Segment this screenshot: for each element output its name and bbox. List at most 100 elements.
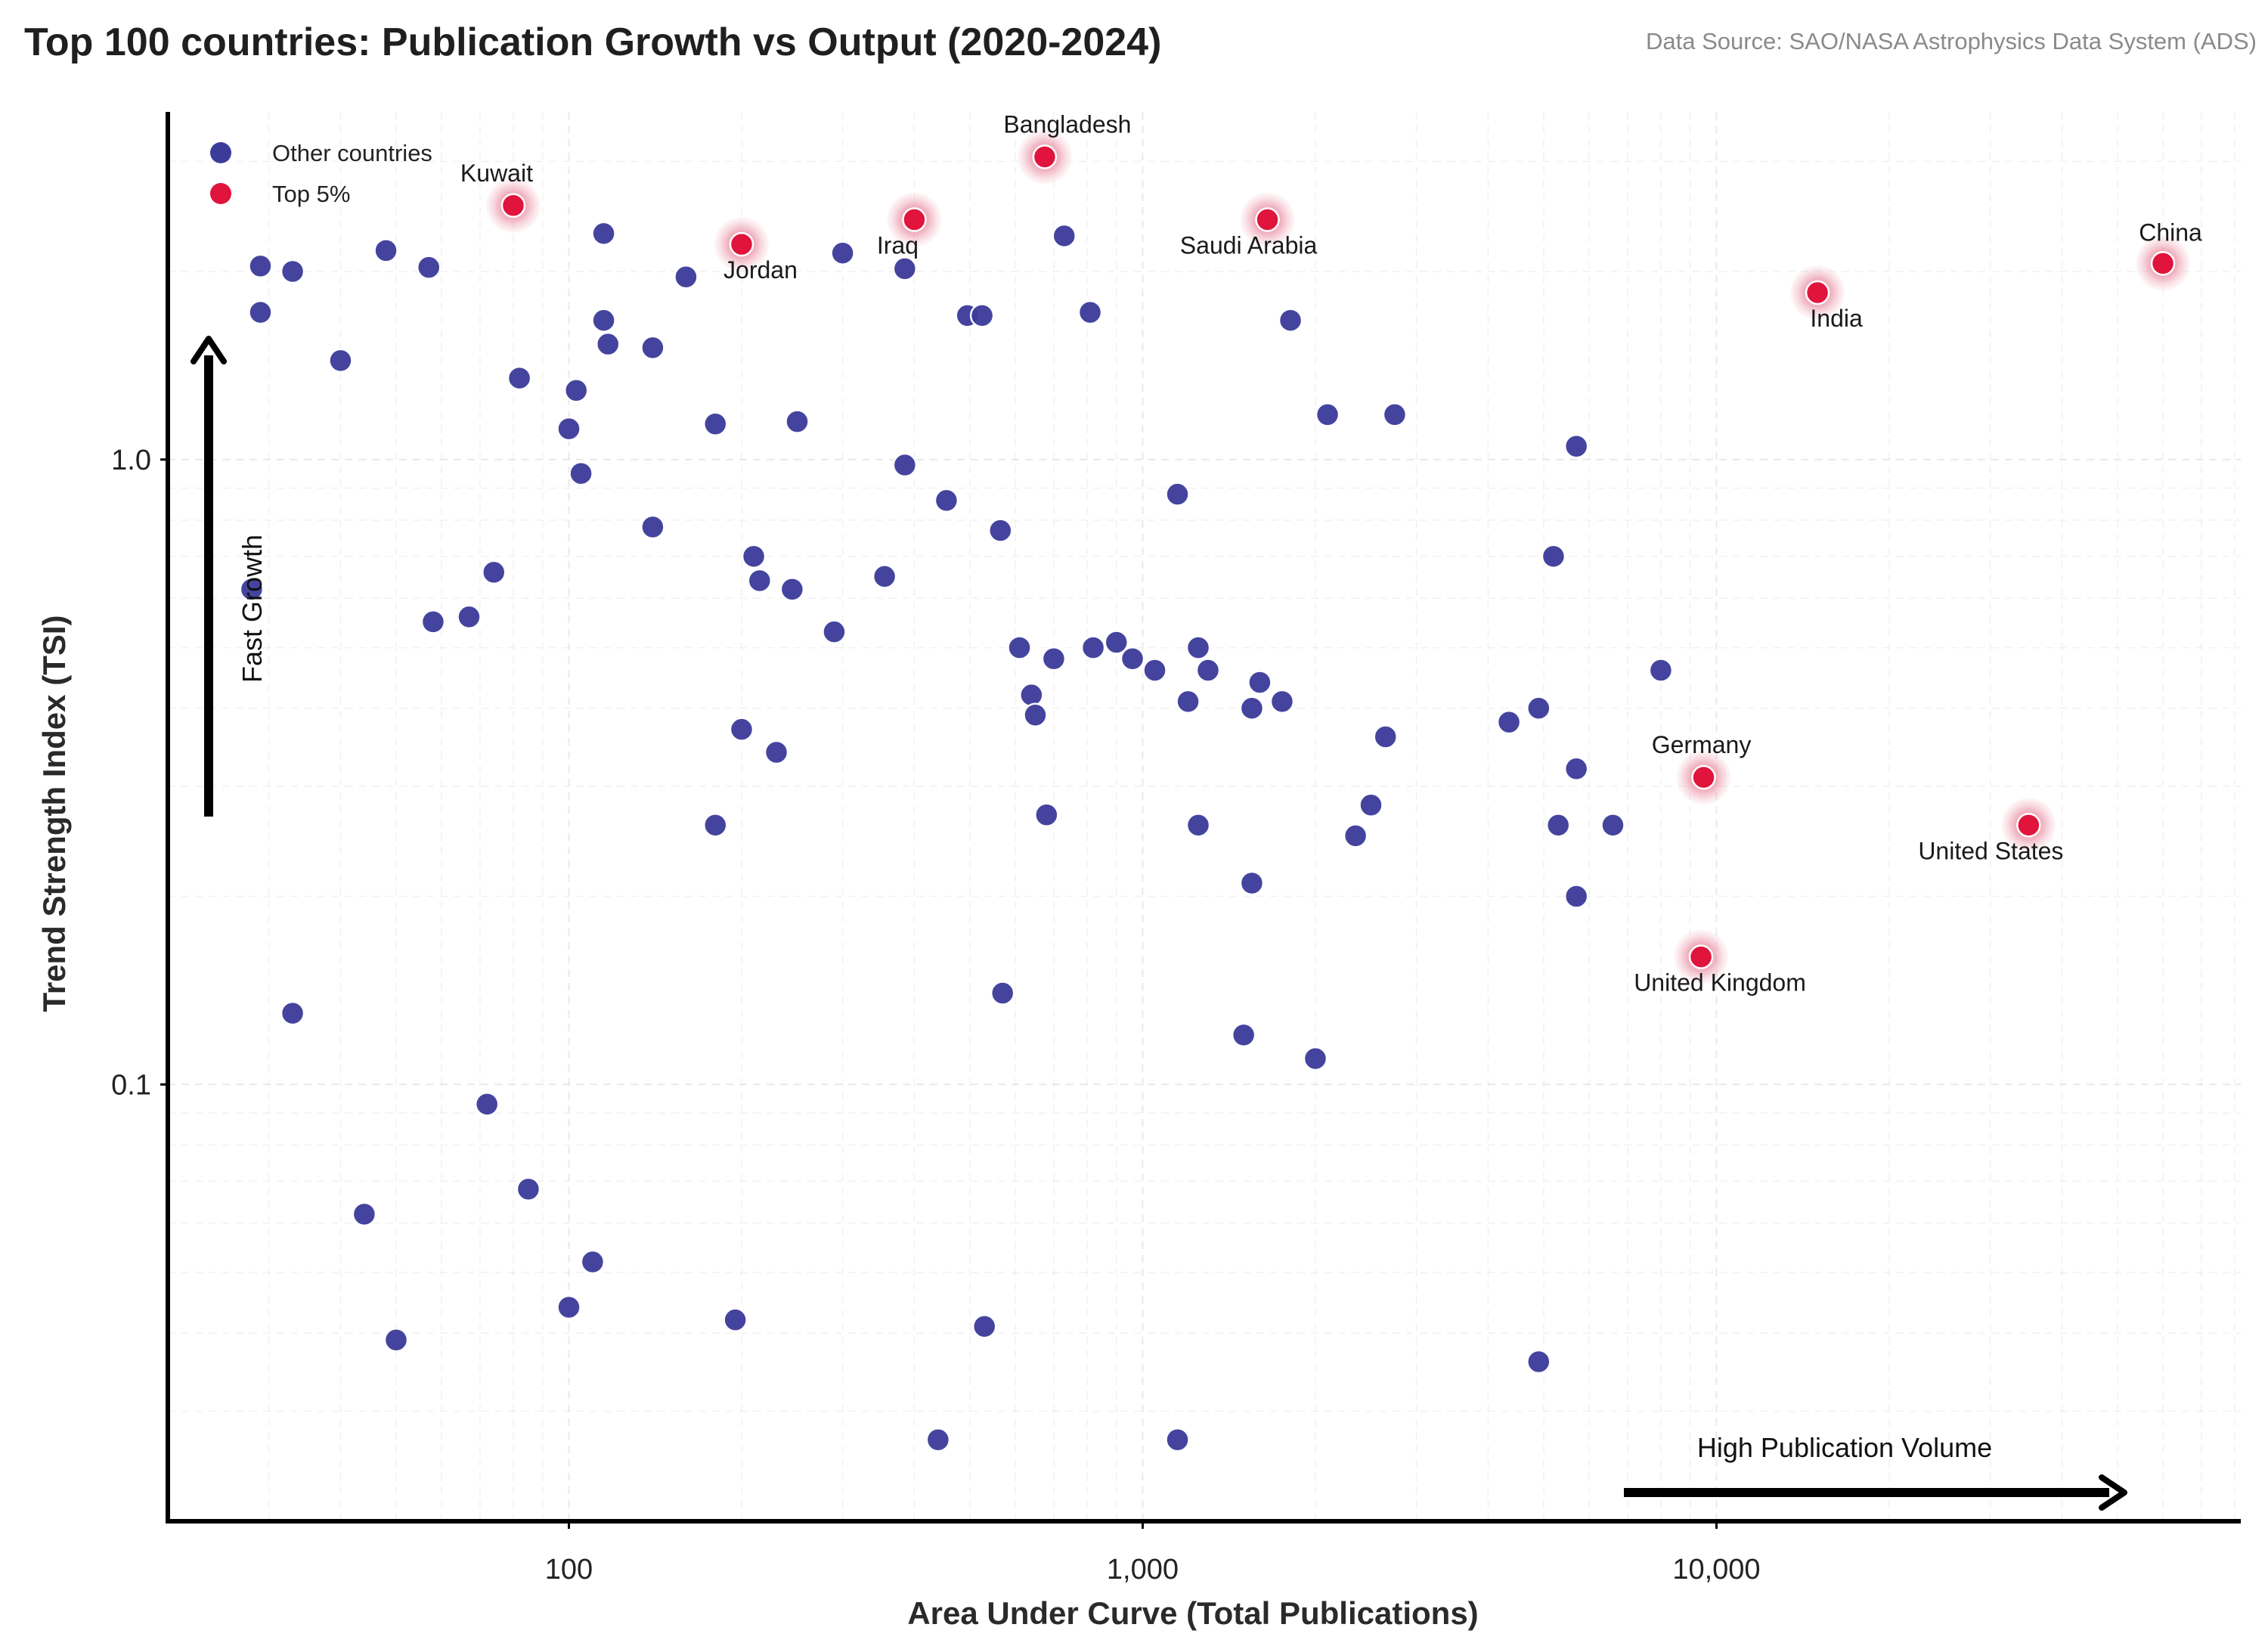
point-labels: Kuwait Jordan Iraq Bangladesh Saudi Arabia Ch… [460, 111, 2202, 997]
point-other-country [1600, 813, 1625, 838]
point-other-country [674, 264, 699, 290]
point-other-country [872, 564, 897, 589]
high-volume-arrow-head [2099, 1474, 2127, 1511]
point-other-country [747, 568, 773, 594]
point-other-country [1239, 696, 1265, 721]
point-other-country [1077, 299, 1103, 325]
point-other-country [1496, 709, 1522, 735]
point-other-country [1185, 813, 1211, 838]
x-tick-label: 100 [545, 1554, 593, 1586]
y-axis-label: Trend Strength Index (TSI) [36, 615, 72, 1012]
point-other-country [892, 452, 918, 478]
point-other-country [1142, 658, 1167, 683]
point-other-country [1303, 1046, 1328, 1071]
data-points [239, 129, 2191, 1452]
point-top-country [1805, 280, 1830, 305]
point-other-country [580, 1249, 606, 1275]
legend-label-other: Other countries [272, 140, 432, 166]
country-label: Germany [1652, 731, 1752, 758]
point-other-country [328, 348, 353, 374]
point-other-country [640, 335, 665, 361]
point-other-country [934, 488, 959, 513]
high-volume-label: High Publication Volume [1697, 1432, 1992, 1463]
point-other-country [822, 619, 847, 644]
axis-ticks: 100 1,000 10,000 0.1 1.0 [111, 445, 1760, 1586]
point-top-country [1032, 144, 1058, 169]
point-other-country [1080, 635, 1106, 660]
y-tick-label: 0.1 [111, 1069, 151, 1101]
point-other-country [1563, 884, 1589, 909]
point-other-country [595, 331, 621, 357]
point-other-country [1648, 658, 1674, 683]
point-other-country [481, 560, 507, 585]
point-other-country [1373, 724, 1398, 749]
point-other-country [420, 609, 446, 634]
fast-growth-arrow-head [191, 336, 227, 364]
point-top-country [2150, 251, 2176, 276]
country-label: Saudi Arabia [1180, 232, 1318, 259]
point-other-country [729, 717, 754, 742]
point-other-country [474, 1092, 500, 1117]
point-other-country [990, 981, 1015, 1006]
point-other-country [1563, 434, 1589, 459]
point-other-country [1315, 402, 1340, 427]
country-label: Bangladesh [1003, 111, 1131, 138]
point-other-country [1052, 223, 1077, 249]
legend: Other countries Top 5% [210, 140, 432, 207]
point-top-country [729, 231, 754, 257]
point-other-country [248, 253, 273, 279]
point-other-country [556, 1294, 581, 1320]
point-other-country [702, 411, 728, 437]
point-other-country [383, 1328, 409, 1353]
point-other-country [352, 1201, 377, 1227]
legend-label-top: Top 5% [272, 181, 350, 207]
point-other-country [969, 303, 995, 328]
point-other-country [1104, 630, 1129, 655]
point-other-country [988, 518, 1013, 543]
point-other-country [1343, 823, 1368, 848]
point-other-country [741, 544, 767, 569]
point-other-country [516, 1176, 541, 1201]
chart-title: Top 100 countries: Publication Growth vs… [24, 20, 1161, 64]
point-other-country [280, 1000, 305, 1026]
point-other-country [779, 577, 805, 602]
point-other-country [239, 577, 265, 602]
point-other-country [1034, 802, 1059, 828]
country-label: China [2139, 219, 2202, 246]
x-tick-label: 1,000 [1107, 1554, 1179, 1586]
point-other-country [702, 813, 728, 838]
point-other-country [280, 259, 305, 284]
point-other-country [892, 256, 918, 281]
point-other-country [1563, 756, 1589, 782]
point-other-country [764, 739, 789, 765]
fast-growth-label: Fast Growth [237, 535, 268, 683]
point-other-country [640, 514, 665, 540]
point-other-country [248, 299, 273, 325]
point-top-country [1688, 944, 1714, 969]
country-label: India [1810, 305, 1863, 332]
point-other-country [971, 1314, 997, 1339]
country-label: Kuwait [460, 160, 533, 187]
x-tick-label: 10,000 [1672, 1554, 1760, 1586]
point-top-country [1255, 207, 1280, 232]
point-top-country [1691, 764, 1716, 790]
point-other-country [1176, 689, 1201, 715]
point-top-country [2016, 813, 2041, 838]
point-other-country [457, 604, 482, 630]
point-other-country [1231, 1022, 1256, 1048]
country-label: Jordan [723, 256, 798, 284]
point-top-country [500, 193, 526, 219]
point-other-country [1359, 792, 1383, 817]
legend-marker-top [210, 183, 231, 204]
point-other-country [373, 238, 398, 263]
point-other-country [723, 1307, 748, 1332]
point-other-country [1278, 308, 1303, 333]
point-other-country [563, 378, 589, 403]
point-other-country [1195, 658, 1221, 683]
point-other-country [1185, 635, 1211, 660]
country-label: United Kingdom [1634, 969, 1806, 997]
point-other-country [1041, 646, 1067, 671]
point-other-country [1023, 702, 1048, 728]
data-source-note: Data Source: SAO/NASA Astrophysics Data … [1646, 28, 2257, 54]
